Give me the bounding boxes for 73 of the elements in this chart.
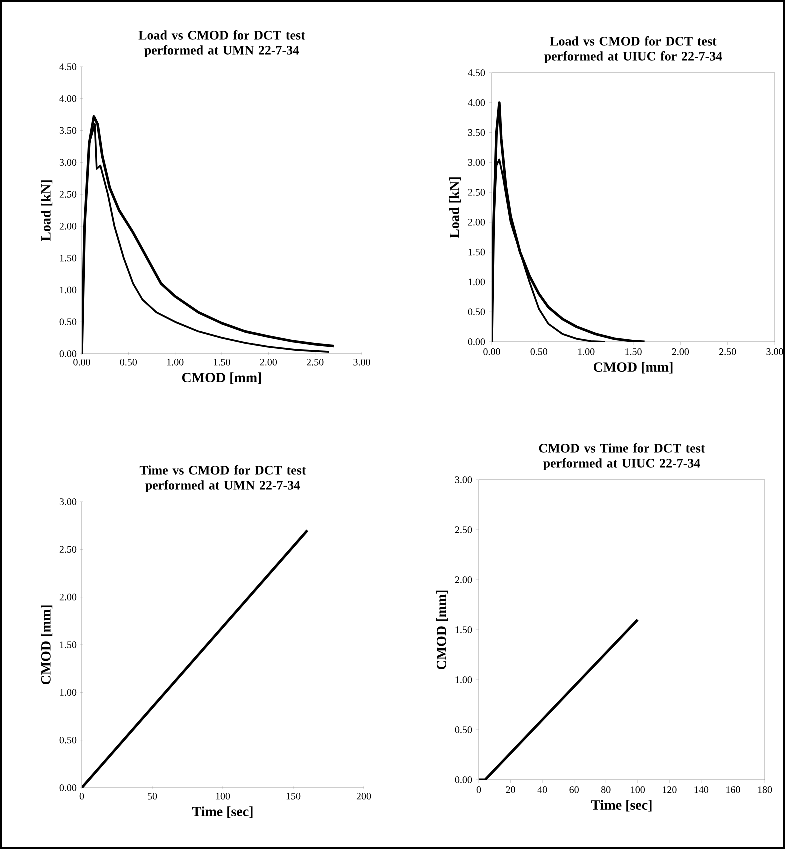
y-tick-label: 1.00 bbox=[456, 676, 472, 684]
x-tick-label: 3.00 bbox=[354, 359, 370, 366]
y-tick-label: 4.00 bbox=[468, 99, 486, 106]
x-tick-label: 140 bbox=[694, 786, 709, 794]
y-axis-title: CMOD [mm] bbox=[40, 606, 53, 685]
y-tick-label: 0.00 bbox=[455, 776, 472, 784]
y-tick-label: 1.50 bbox=[468, 248, 486, 256]
x-tick-label: 0.50 bbox=[530, 348, 548, 356]
x-axis-title: CMOD [mm] bbox=[594, 362, 673, 374]
y-tick-label: 3.50 bbox=[468, 129, 486, 136]
y-tick-label: 2.00 bbox=[455, 576, 472, 584]
y-tick-label: 4.50 bbox=[468, 70, 486, 76]
x-tick-label: 150 bbox=[286, 793, 301, 800]
y-tick-label: 2.50 bbox=[60, 546, 77, 554]
x-tick-label: 2.00 bbox=[260, 359, 278, 366]
x-tick-label: 0.50 bbox=[120, 359, 138, 366]
y-tick-label: 4.00 bbox=[60, 95, 77, 102]
y-tick-label: 2.00 bbox=[468, 219, 486, 226]
x-tick-label: 100 bbox=[631, 786, 645, 794]
y-axis-title: Load [kN] bbox=[40, 180, 53, 242]
x-tick-label: 40 bbox=[538, 786, 548, 794]
x-tick-label: 1.50 bbox=[626, 348, 642, 356]
y-tick-label: 1.00 bbox=[60, 689, 77, 696]
x-tick-label: 100 bbox=[216, 793, 230, 800]
y-tick-label: 2.50 bbox=[455, 526, 472, 534]
x-tick-label: 120 bbox=[663, 786, 677, 794]
chart-title: Load vs CMOD for DCT test performed at UIUC for 22-7-34 bbox=[544, 36, 722, 64]
y-axis-title: CMOD [mm] bbox=[436, 590, 448, 670]
y-tick-label: 3.00 bbox=[60, 159, 77, 166]
y-tick-label: 0.50 bbox=[455, 726, 472, 734]
chart-title: Load vs CMOD for DCT test performed at UMN 22-7-34 bbox=[138, 30, 306, 58]
y-tick-label: 2.50 bbox=[468, 189, 486, 196]
x-tick-label: 60 bbox=[570, 786, 579, 794]
x-tick-label: 1.50 bbox=[214, 359, 230, 366]
y-tick-label: 1.50 bbox=[456, 626, 472, 634]
y-tick-label: 1.50 bbox=[60, 642, 77, 648]
x-tick-label: 80 bbox=[601, 786, 611, 794]
y-tick-label: 4.50 bbox=[60, 64, 77, 70]
y-tick-label: 3.00 bbox=[60, 498, 77, 506]
x-tick-label: 0 bbox=[476, 786, 482, 794]
x-tick-label: 0.00 bbox=[74, 359, 90, 366]
y-tick-label: 3.00 bbox=[468, 159, 486, 166]
y-axis-title: Load [kN] bbox=[449, 178, 462, 238]
y-tick-label: 0.50 bbox=[468, 308, 486, 316]
x-axis-title: CMOD [mm] bbox=[182, 372, 262, 384]
y-tick-label: 1.00 bbox=[60, 286, 77, 294]
y-tick-label: 0.00 bbox=[468, 338, 486, 346]
x-tick-label: 2.50 bbox=[719, 348, 736, 356]
y-tick-label: 2.50 bbox=[60, 191, 77, 198]
x-tick-label: 180 bbox=[758, 786, 772, 794]
x-tick-label: 200 bbox=[356, 793, 372, 800]
y-tick-label: 2.00 bbox=[60, 594, 77, 601]
x-tick-label: 1.00 bbox=[578, 348, 595, 356]
y-tick-label: 2.00 bbox=[60, 223, 77, 230]
x-tick-label: 1.00 bbox=[167, 359, 184, 366]
x-tick-label: 0.00 bbox=[484, 348, 500, 356]
y-tick-label: 1.00 bbox=[468, 278, 486, 286]
y-tick-label: 1.50 bbox=[60, 254, 77, 262]
x-tick-label: 160 bbox=[726, 786, 740, 794]
chart-title: Time vs CMOD for DCT test performed at UMN 22-7-34 bbox=[140, 466, 306, 492]
x-axis-title: Time [sec] bbox=[591, 800, 652, 812]
x-tick-label: 0 bbox=[80, 793, 84, 800]
x-tick-label: 3.00 bbox=[766, 348, 784, 356]
x-tick-label: 2.00 bbox=[672, 348, 690, 356]
x-tick-label: 2.50 bbox=[306, 359, 324, 366]
y-tick-label: 0.50 bbox=[60, 736, 77, 744]
y-tick-label: 3.50 bbox=[60, 127, 77, 134]
chart-title: CMOD vs Time for DCT test performed at UIUC 22-7-34 bbox=[539, 444, 706, 470]
x-tick-label: 50 bbox=[148, 793, 158, 800]
x-tick-label: 20 bbox=[506, 786, 516, 794]
y-tick-label: 3.00 bbox=[455, 476, 472, 484]
y-tick-label: 0.50 bbox=[60, 318, 77, 326]
x-axis-title: Time [sec] bbox=[192, 806, 253, 818]
